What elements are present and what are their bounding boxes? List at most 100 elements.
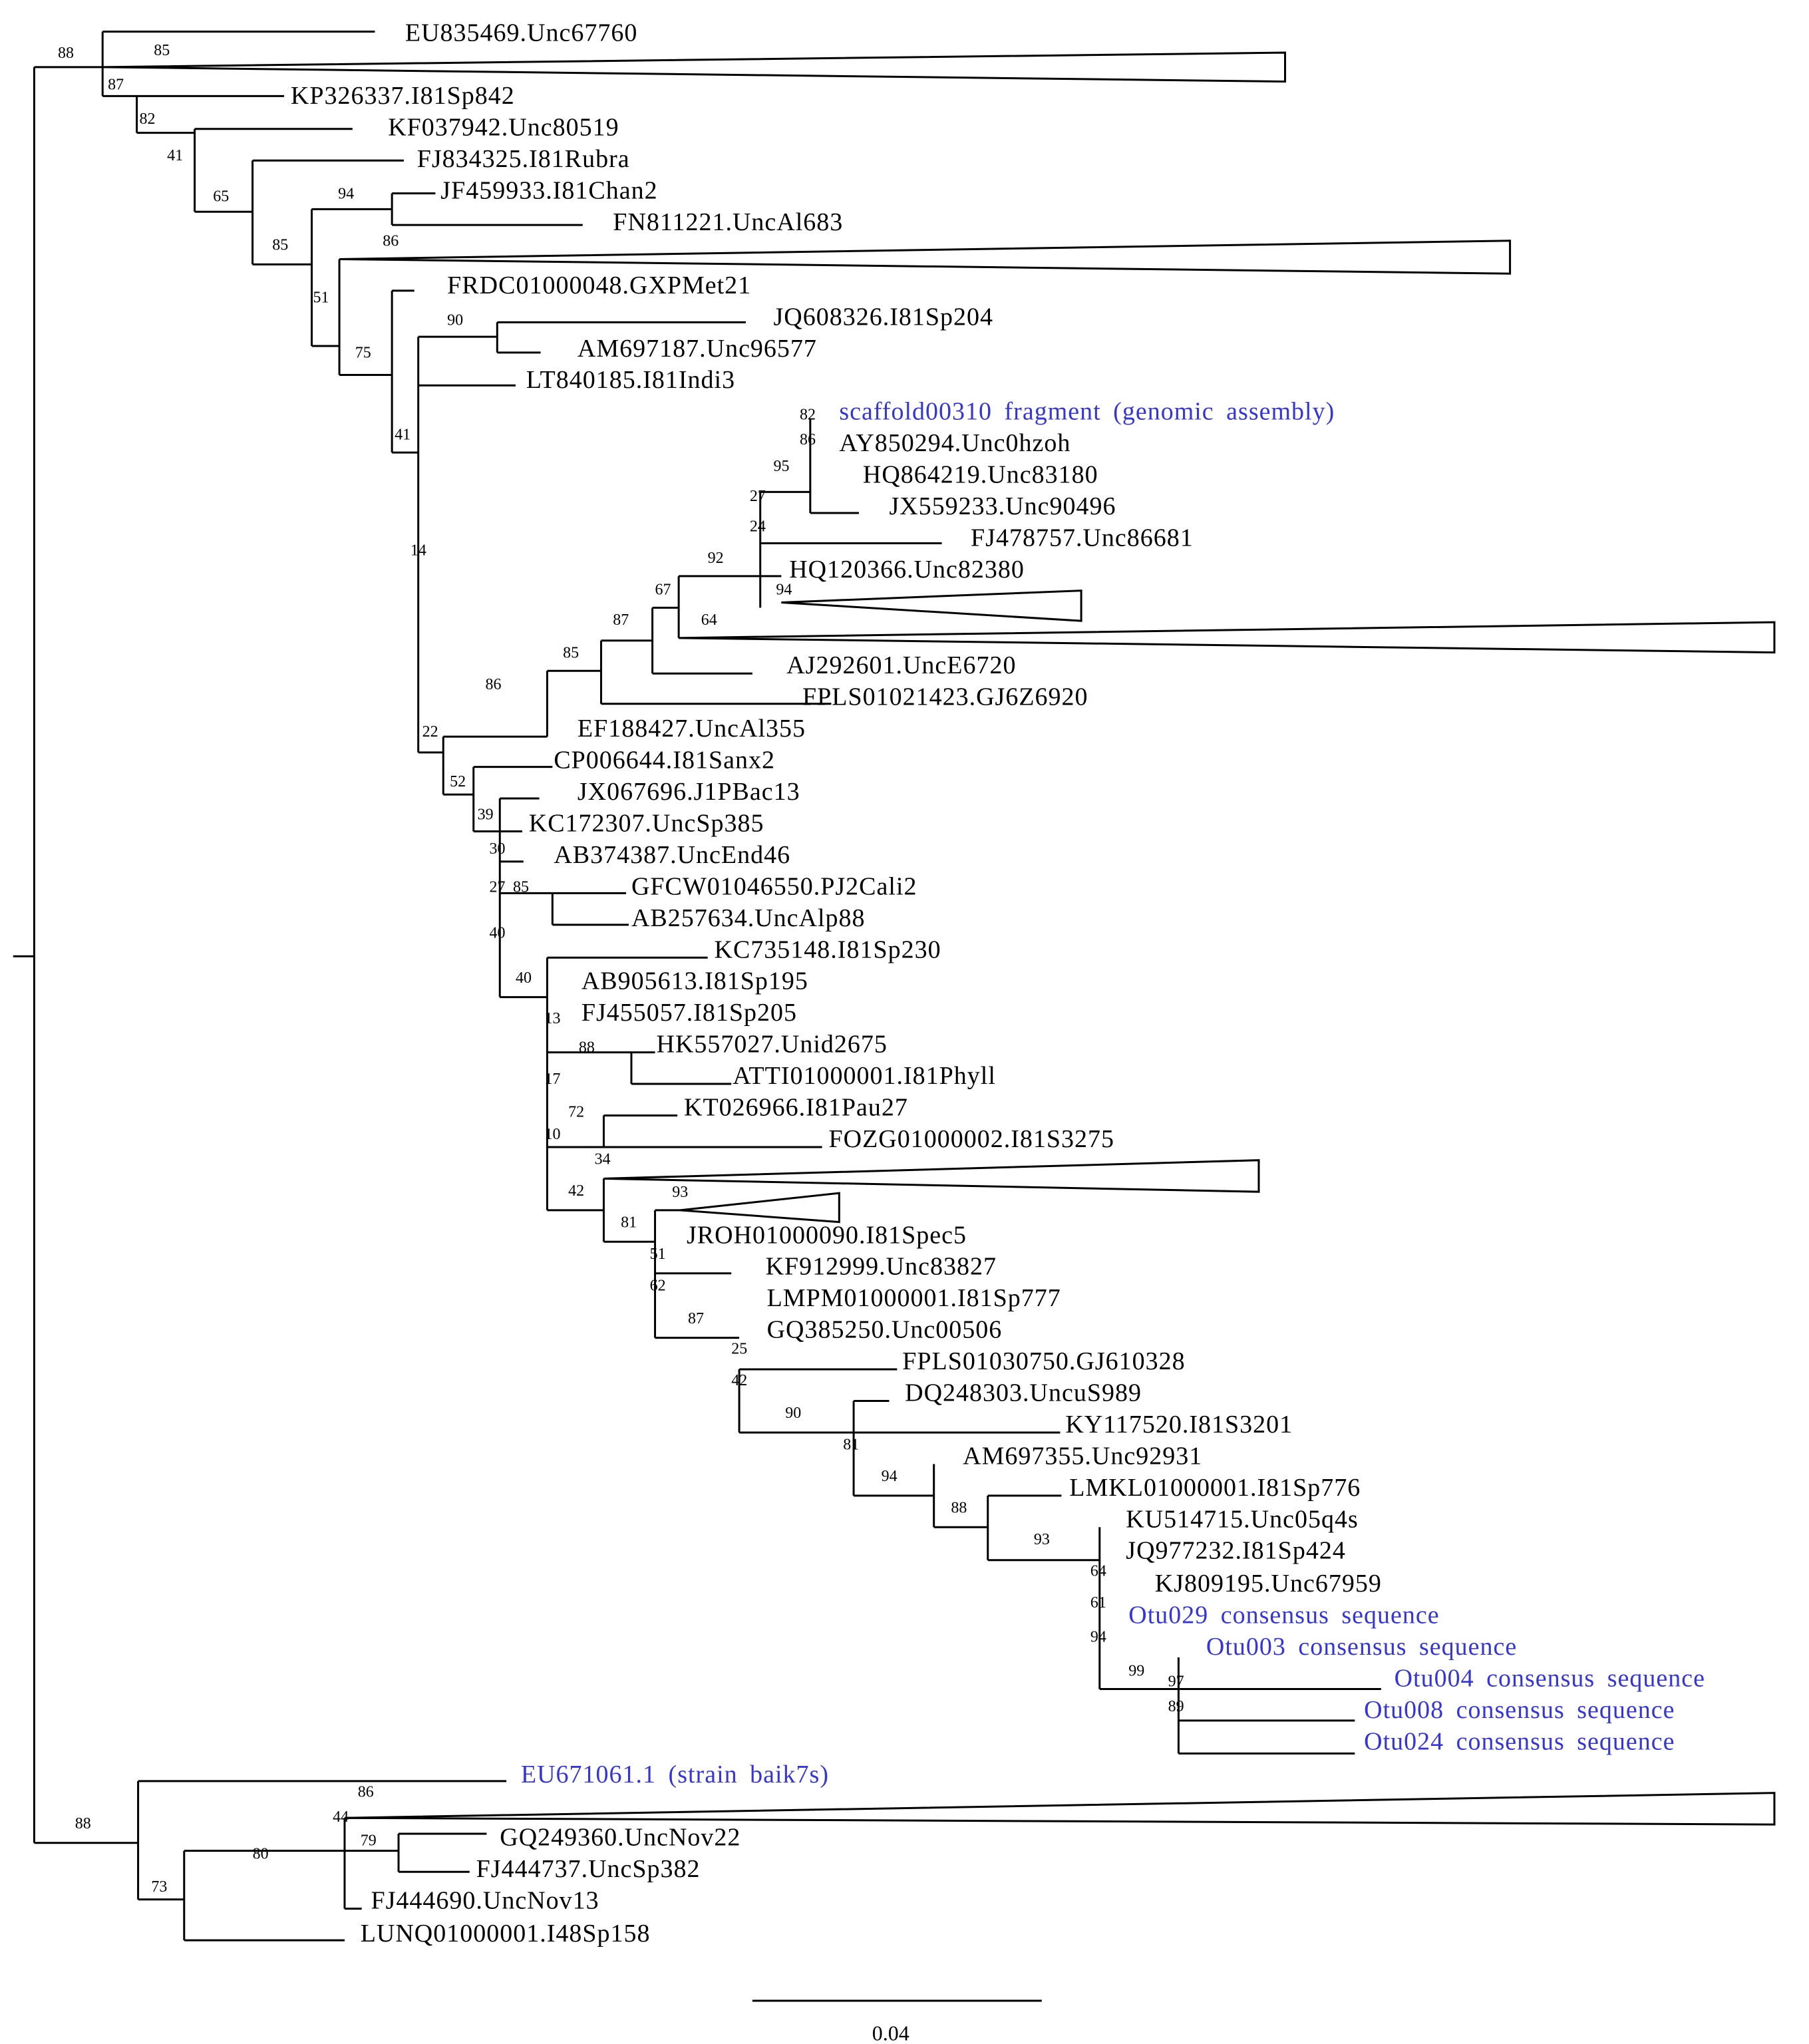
leaf-label: LT840185.I81Indi3 (526, 366, 735, 394)
leaf-label: FOZG01000002.I81S3275 (829, 1125, 1115, 1153)
bootstrap-value: 62 (650, 1277, 666, 1294)
bootstrap-value: 86 (800, 431, 816, 448)
bootstrap-value: 94 (882, 1468, 898, 1485)
bootstrap-value: 51 (313, 289, 329, 307)
bootstrap-value: 88 (951, 1500, 967, 1517)
leaf-label: Otu003 consensus sequence (1206, 1633, 1517, 1661)
leaf-label: AY850294.Unc0hzoh (839, 429, 1070, 457)
leaf-label: FN811221.UncAl683 (613, 208, 843, 236)
bootstrap-value: 90 (447, 311, 463, 329)
bootstrap-value: 41 (167, 147, 183, 164)
leaf-label: FJ444737.UncSp382 (476, 1855, 701, 1883)
leaf-label: KF912999.Unc83827 (766, 1253, 997, 1281)
bootstrap-value: 27 (750, 488, 766, 505)
bootstrap-value: 64 (1090, 1562, 1106, 1580)
bootstrap-value: 75 (355, 345, 371, 362)
bootstrap-value: 39 (478, 806, 494, 824)
bootstrap-value: 92 (708, 550, 724, 567)
leaf-label: Otu004 consensus sequence (1395, 1665, 1705, 1693)
leaf-label: AB905613.I81Sp195 (581, 967, 808, 995)
bootstrap-value: 73 (151, 1878, 167, 1896)
leaf-label: FPLS01030750.GJ610328 (902, 1347, 1185, 1375)
bootstrap-value: 14 (411, 542, 426, 559)
bootstrap-value: 86 (383, 233, 399, 250)
leaf-label: KC172307.UncSp385 (529, 809, 764, 837)
bootstrap-value: 87 (613, 611, 629, 629)
collapsed-clade (344, 1792, 1776, 1826)
leaf-label: GQ249360.UncNov22 (500, 1824, 740, 1852)
leaf-label: Otu029 consensus sequence (1128, 1602, 1439, 1629)
collapsed-clade (102, 51, 1287, 83)
leaf-label: KT026966.I81Pau27 (684, 1093, 908, 1121)
bootstrap-value: 64 (701, 611, 717, 629)
bootstrap-value: 34 (595, 1151, 611, 1168)
bootstrap-value: 82 (140, 110, 156, 128)
bootstrap-value: 88 (75, 1815, 91, 1832)
bootstrap-value: 22 (422, 723, 438, 741)
leaf-label: LMPM01000001.I81Sp777 (767, 1284, 1061, 1312)
leaf-label: GFCW01046550.PJ2Cali2 (631, 872, 917, 900)
leaf-label: ATTI01000001.I81Phyll (733, 1062, 996, 1090)
bootstrap-value: 86 (486, 676, 502, 693)
bootstrap-value: 65 (213, 188, 229, 205)
bootstrap-value: 41 (395, 426, 411, 443)
leaf-label: FPLS01021423.GJ6Z6920 (802, 683, 1088, 711)
leaf-label: JROH01000090.I81Spec5 (687, 1221, 967, 1249)
leaf-label: DQ248303.UncuS989 (905, 1379, 1142, 1407)
bootstrap-value: 13 (544, 1010, 560, 1027)
bootstrap-value: 24 (750, 518, 766, 536)
bootstrap-value: 67 (655, 582, 671, 599)
bootstrap-value: 93 (1034, 1531, 1050, 1548)
leaf-label: KF037942.Unc80519 (388, 114, 619, 142)
leaf-label: GQ385250.Unc00506 (767, 1316, 1003, 1344)
bootstrap-value: 80 (253, 1846, 269, 1863)
leaf-label: JX559233.Unc90496 (889, 492, 1116, 520)
leaf-label: JQ977232.I81Sp424 (1126, 1537, 1346, 1565)
bootstrap-value: 79 (361, 1832, 377, 1850)
bootstrap-value: 88 (58, 45, 74, 62)
collapsed-clade (679, 621, 1776, 654)
bootstrap-value: 95 (773, 458, 789, 475)
leaf-label: FJ834325.I81Rubra (417, 145, 630, 173)
leaf-label: AM697187.Unc96577 (577, 335, 817, 363)
leaf-label: KC735148.I81Sp230 (715, 936, 941, 963)
bootstrap-value: 94 (338, 186, 354, 203)
bootstrap-value: 89 (1168, 1698, 1184, 1715)
leaf-label: Otu024 consensus sequence (1364, 1727, 1675, 1755)
bootstrap-value: 25 (731, 1340, 747, 1357)
leaf-label: EU835469.Unc67760 (405, 19, 637, 47)
leaf-label: FJ455057.I81Sp205 (581, 999, 797, 1027)
scale-bar-label: 0.04 (872, 2021, 909, 2044)
leaf-label: EU671061.1 (strain baik7s) (521, 1761, 829, 1788)
bootstrap-value: 81 (843, 1437, 859, 1454)
leaf-label: JX067696.J1PBac13 (577, 778, 800, 806)
bootstrap-value: 52 (450, 773, 466, 790)
bootstrap-value: 27 (489, 878, 505, 896)
leaf-label: JF459933.I81Chan2 (440, 177, 657, 205)
leaf-label: AB374387.UncEnd46 (554, 841, 790, 869)
bootstrap-value: 51 (650, 1246, 666, 1263)
collapsed-clade (603, 1159, 1260, 1193)
bootstrap-value: 44 (333, 1808, 349, 1826)
bootstrap-value: 99 (1128, 1663, 1144, 1680)
leaf-label: AJ292601.UncE6720 (786, 651, 1016, 679)
bootstrap-value: 90 (785, 1405, 801, 1422)
collapsed-clade (679, 1192, 840, 1224)
bootstrap-value: 42 (568, 1182, 584, 1200)
collapsed-clade (781, 590, 1082, 622)
leaf-label: Otu008 consensus sequence (1364, 1696, 1675, 1724)
bootstrap-value: 40 (489, 925, 505, 942)
leaf-label: KJ809195.Unc67959 (1155, 1570, 1382, 1598)
leaf-label: JQ608326.I81Sp204 (773, 303, 993, 331)
leaf-label: CP006644.I81Sanx2 (554, 747, 775, 774)
bootstrap-value: 81 (621, 1214, 637, 1232)
bootstrap-value: 85 (513, 878, 529, 896)
leaf-label: FJ478757.Unc86681 (971, 524, 1194, 552)
bootstrap-value: 94 (1090, 1628, 1106, 1645)
leaf-label: scaffold00310 fragment (genomic assembly… (839, 398, 1335, 426)
collapsed-clade (339, 240, 1512, 275)
bootstrap-value: 42 (731, 1372, 747, 1389)
bootstrap-value: 82 (800, 407, 816, 424)
leaf-label: HQ120366.Unc82380 (789, 556, 1025, 584)
